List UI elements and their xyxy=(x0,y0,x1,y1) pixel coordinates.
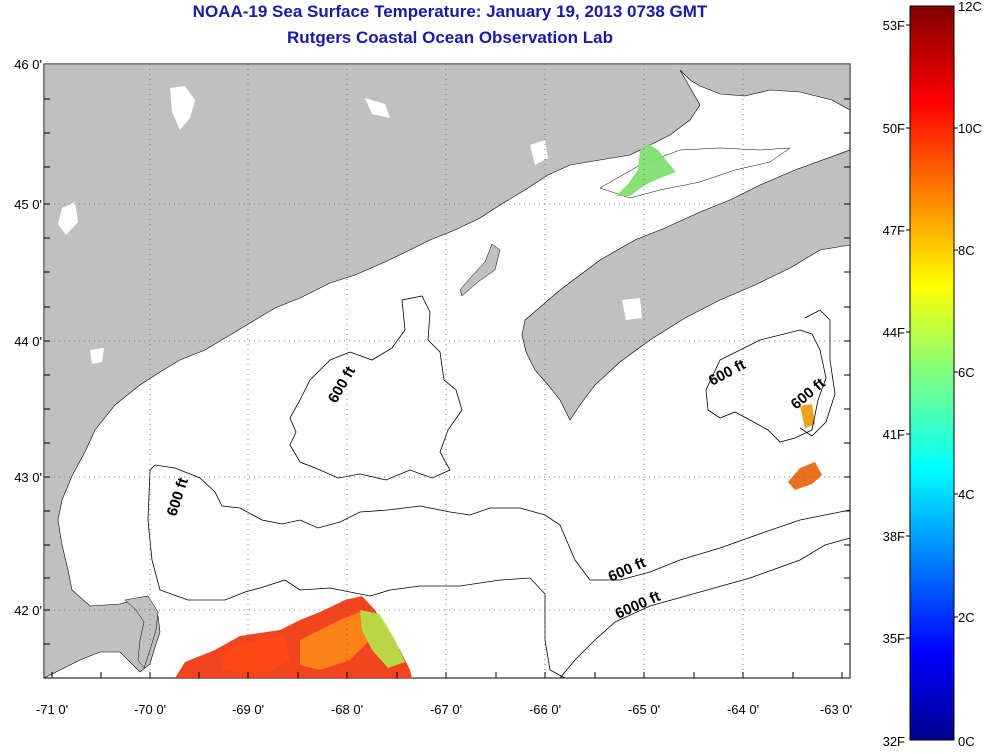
colorbar-f-38: 38F xyxy=(883,529,905,544)
lon-label-66: -66 0' xyxy=(529,702,561,717)
map-title: NOAA-19 Sea Surface Temperature: January… xyxy=(192,2,708,21)
bay-of-fundy xyxy=(599,147,791,199)
colorbar-c-8: 8C xyxy=(958,243,975,258)
colorbar-f-35: 35F xyxy=(883,631,905,646)
map-subtitle: Rutgers Coastal Ocean Observation Lab xyxy=(287,28,613,47)
lat-label-43: 43 0' xyxy=(14,470,42,485)
lat-label-45: 45 0' xyxy=(14,197,42,212)
nova-scotia-land xyxy=(521,149,850,421)
sst-minas-basin xyxy=(616,144,676,196)
map-content xyxy=(44,64,850,678)
colorbar-c-10: 10C xyxy=(958,121,982,136)
colorbar-f-44: 44F xyxy=(883,325,905,340)
colorbar-f-47: 47F xyxy=(883,223,905,238)
colorbar-c-2: 2C xyxy=(958,610,975,625)
lat-label-46: 46 0' xyxy=(14,57,42,72)
lat-label-44: 44 0' xyxy=(14,334,42,349)
axis-ticks xyxy=(44,98,850,678)
colorbar-c-6: 6C xyxy=(958,365,975,380)
colorbar-f-41: 41F xyxy=(883,427,905,442)
colorbar xyxy=(909,5,955,741)
lon-label-69: -69 0' xyxy=(232,702,264,717)
colorbar-f-53: 53F xyxy=(883,18,905,33)
lon-label-63: -63 0' xyxy=(820,702,852,717)
mainland-land xyxy=(44,64,850,678)
grand-manan-island xyxy=(459,243,501,297)
colorbar-f-50: 50F xyxy=(883,121,905,136)
lon-label-64: -64 0' xyxy=(727,702,759,717)
lat-label-42: 42 0' xyxy=(14,603,42,618)
lon-label-71: -71 0' xyxy=(36,702,68,717)
lon-label-67: -67 0' xyxy=(430,702,462,717)
colorbar-c-12: 12C xyxy=(958,0,982,14)
colorbar-c-4: 4C xyxy=(958,487,975,502)
lon-label-68: -68 0' xyxy=(331,702,363,717)
colorbar-ticks xyxy=(906,24,958,639)
lon-label-65: -65 0' xyxy=(628,702,660,717)
lon-label-70: -70 0' xyxy=(134,702,166,717)
colorbar-c-0: 0C xyxy=(958,734,975,749)
colorbar-f-32: 32F xyxy=(883,734,905,749)
